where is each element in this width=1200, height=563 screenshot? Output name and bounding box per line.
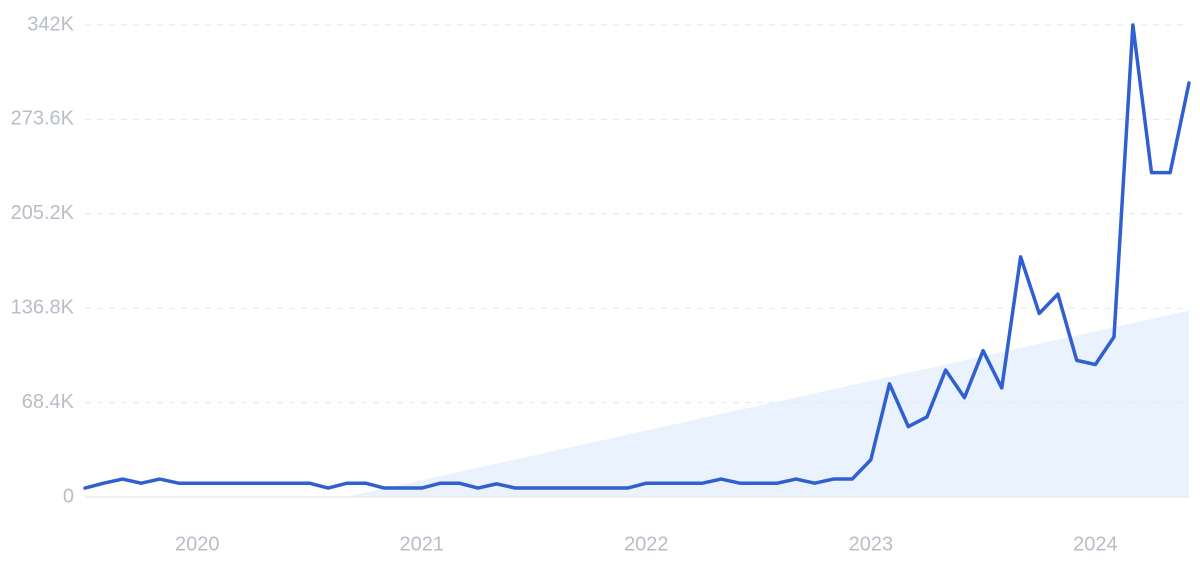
trend-area xyxy=(345,310,1189,497)
line xyxy=(83,23,1191,490)
x-tick-label: 2022 xyxy=(624,533,669,555)
y-tick-label: 273.6K xyxy=(11,108,75,130)
y-tick-label: 342K xyxy=(27,13,74,35)
x-tick-label: 2020 xyxy=(175,533,220,555)
y-tick-label: 68.4K xyxy=(22,391,75,413)
x-tick-label: 2021 xyxy=(400,533,445,555)
y-tick-label: 136.8K xyxy=(11,296,75,318)
y-tick-label: 205.2K xyxy=(11,202,75,224)
y-tick-label: 0 xyxy=(63,485,74,507)
x-tick-label: 2023 xyxy=(849,533,894,555)
x-tick-label: 2024 xyxy=(1073,533,1118,555)
